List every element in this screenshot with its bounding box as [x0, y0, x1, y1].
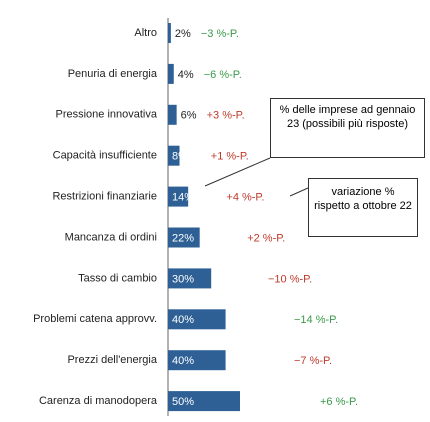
change-label: +2 %-P.	[247, 232, 285, 244]
value-label: 30%	[172, 273, 194, 285]
category-label: Carenza di manodopera	[39, 395, 158, 407]
category-label: Prezzi dell'energia	[67, 354, 157, 366]
value-label: 50%	[172, 396, 194, 408]
value-label: 4%	[178, 69, 194, 81]
change-label: −7 %-P.	[294, 355, 332, 367]
change-label: +3 %-P.	[207, 110, 245, 122]
bar	[168, 145, 180, 166]
category-label: Penuria di energia	[68, 68, 158, 80]
bar	[168, 104, 177, 125]
category-label: Capacità insufficiente	[53, 150, 157, 162]
bar	[168, 391, 240, 412]
change-label: +1 %-P.	[211, 151, 249, 163]
callout-box: variazione % rispetto a ottobre 22	[308, 178, 418, 237]
value-label: 6%	[181, 110, 197, 122]
category-label: Restrizioni finanziarie	[52, 191, 157, 203]
bar	[168, 63, 174, 84]
category-label: Pressione innovativa	[55, 109, 157, 121]
category-label: Tasso di cambio	[78, 272, 157, 284]
bar	[168, 268, 212, 289]
value-label: 2%	[175, 28, 191, 40]
callout-box: % delle imprese ad gennaio 23 (possibili…	[270, 98, 425, 158]
bar	[168, 309, 226, 330]
bar	[168, 186, 189, 207]
category-label: Mancanza di ordini	[65, 231, 157, 243]
change-label: −3 %-P.	[201, 28, 239, 40]
bar	[168, 23, 171, 43]
category-label: Problemi catena approvv.	[33, 313, 157, 325]
change-label: +4 %-P.	[226, 192, 264, 204]
change-label: −6 %-P.	[204, 69, 242, 81]
bar	[168, 350, 226, 371]
value-label: 8%	[172, 151, 188, 163]
change-label: −14 %-P.	[294, 314, 338, 326]
callout-pointer	[289, 187, 309, 197]
callout-pointer	[204, 157, 271, 187]
bar	[168, 227, 200, 248]
change-label: +6 %-P.	[320, 396, 358, 408]
value-label: 40%	[172, 314, 194, 326]
value-label: 14%	[172, 192, 194, 204]
value-label: 40%	[172, 355, 194, 367]
value-label: 22%	[172, 232, 194, 244]
category-label: Altro	[134, 27, 157, 39]
change-label: −10 %-P.	[268, 273, 312, 285]
